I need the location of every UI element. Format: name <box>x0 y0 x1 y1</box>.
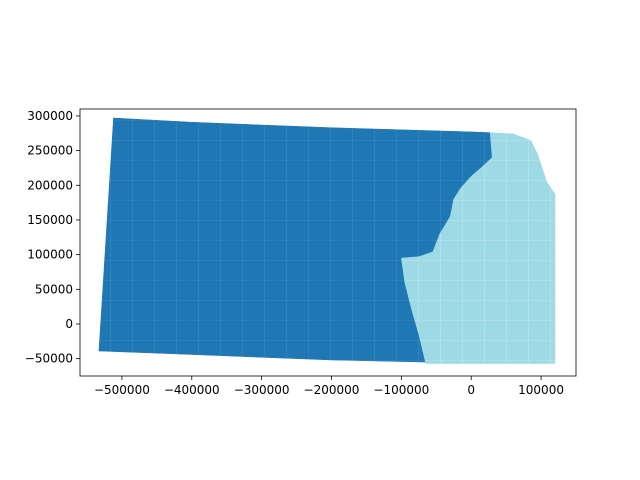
x-tick-label: −100000 <box>373 383 429 397</box>
y-tick-label: 300000 <box>27 109 73 123</box>
county-boundaries-1 <box>98 118 493 363</box>
x-tick-label: −200000 <box>304 383 360 397</box>
map-regions <box>98 117 556 364</box>
axes-frame <box>79 108 577 377</box>
x-axis-ticks: −500000 −400000 −300000 −200000 −100000 0 1000… <box>94 376 564 397</box>
x-tick-label: 0 <box>467 383 475 397</box>
x-tick-label: −500000 <box>94 383 150 397</box>
y-axis-ticks: −50000 0 50000 100000 150000 200000 250000 3000… <box>25 109 80 366</box>
y-tick-label: 0 <box>65 317 73 331</box>
x-tick-label: 100000 <box>518 383 564 397</box>
y-tick-label: −50000 <box>25 352 73 366</box>
y-tick-label: 150000 <box>27 213 73 227</box>
x-tick-label: −300000 <box>234 383 290 397</box>
county-boundaries-2 <box>401 132 555 364</box>
y-tick-label: 250000 <box>27 144 73 158</box>
y-tick-label: 200000 <box>27 178 73 192</box>
x-tick-label: −400000 <box>164 383 220 397</box>
y-tick-label: 100000 <box>27 248 73 262</box>
y-tick-label: 50000 <box>35 282 73 296</box>
